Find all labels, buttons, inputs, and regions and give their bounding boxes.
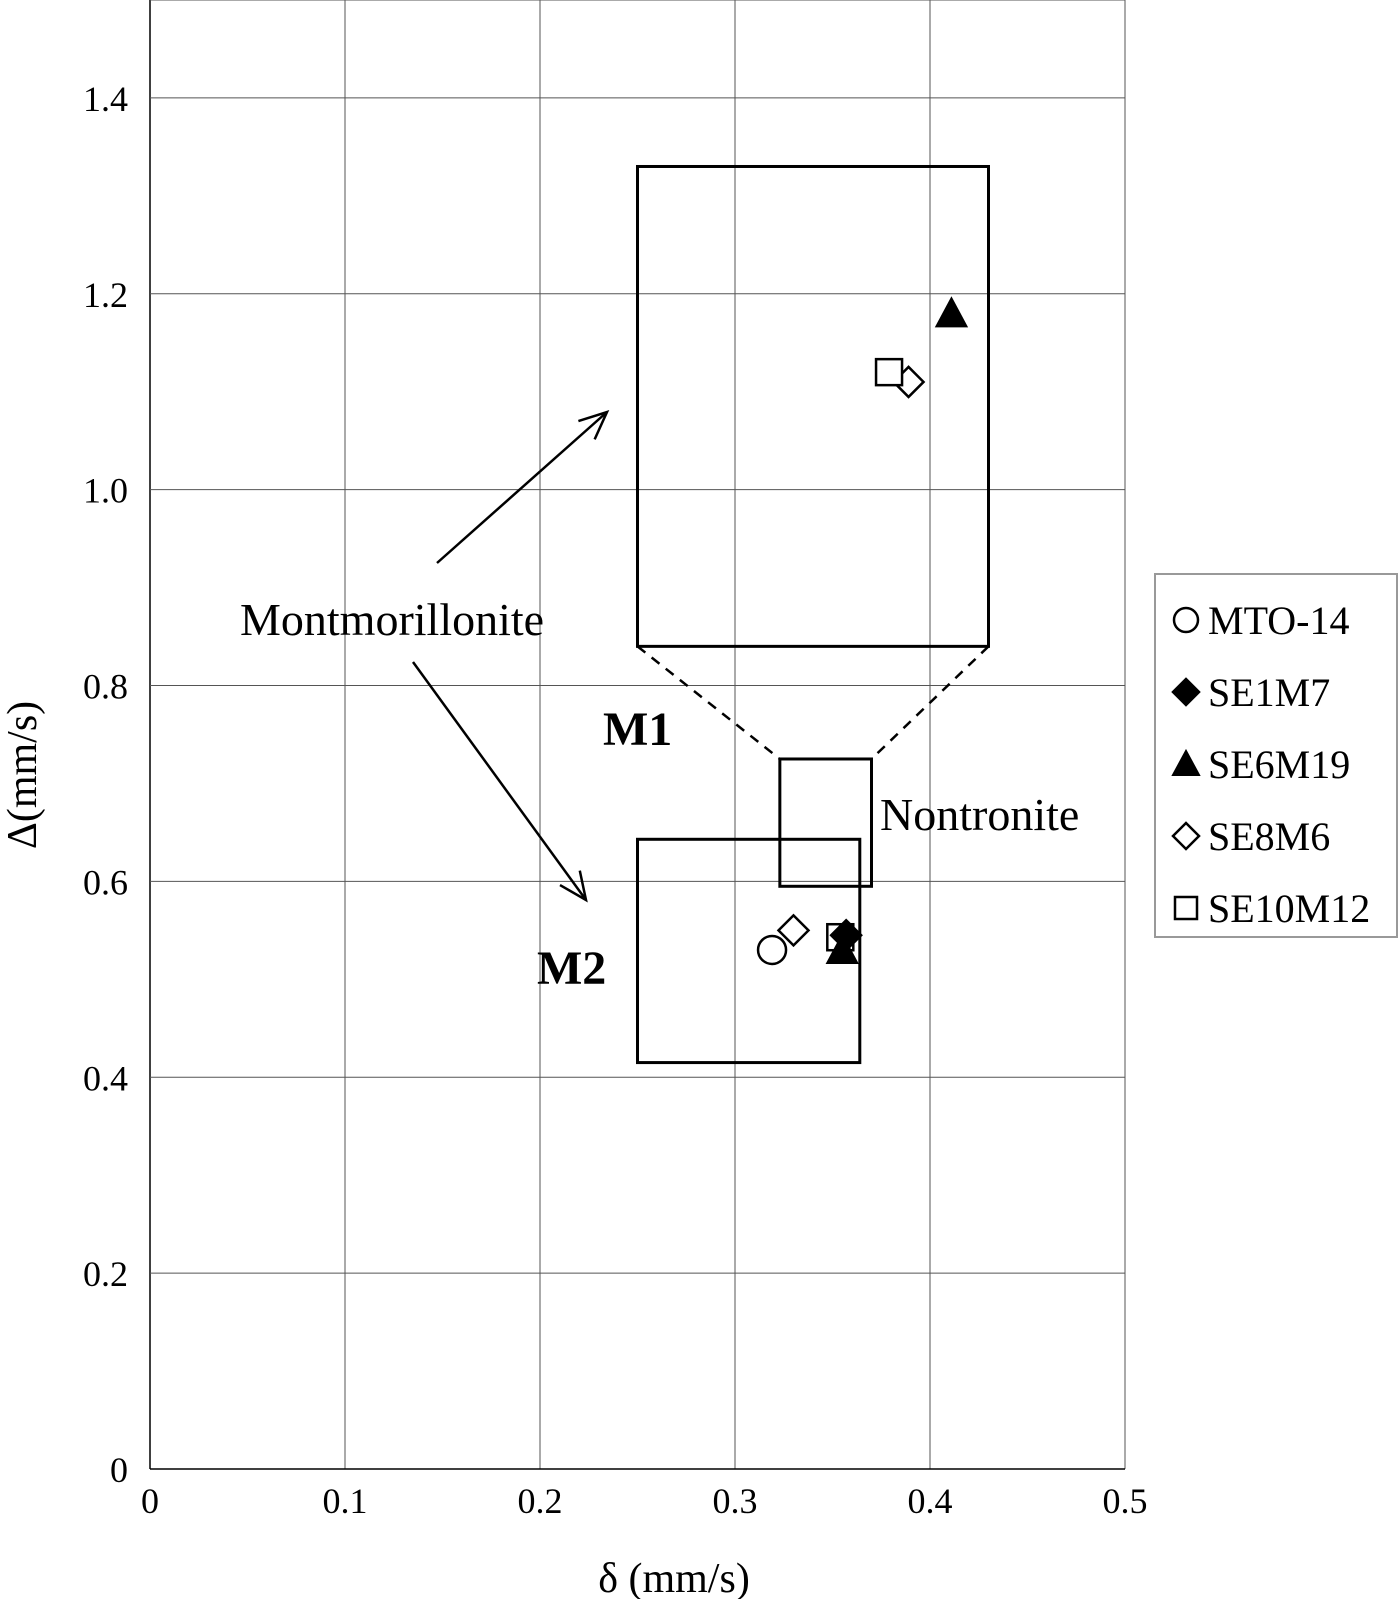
legend-marker-se1m7 [1171, 677, 1201, 707]
data-points [756, 296, 969, 966]
y-tick-label: 0.2 [83, 1254, 128, 1294]
region-boxes [636, 164, 990, 1065]
x-axis-label: δ (mm/s) [598, 1556, 750, 1599]
montmorillonite-label: Montmorillonite [240, 594, 544, 645]
legend: MTO-14 SE1M7 SE6M19 SE8M6 SE10M12 [1154, 573, 1398, 938]
x-tick-label: 0.5 [1103, 1481, 1148, 1521]
arrow-to-m2 [411, 661, 588, 901]
legend-label: MTO-14 [1208, 598, 1349, 643]
y-tick-label: 0.8 [83, 667, 128, 707]
m2-label: M2 [537, 942, 606, 995]
y-axis-label: Δ(mm/s) [0, 701, 46, 849]
legend-label: SE8M6 [1208, 814, 1330, 859]
nontronite-label: Nontronite [880, 789, 1079, 840]
x-tick-label: 0.1 [323, 1481, 368, 1521]
x-tick-label: 0.3 [713, 1481, 758, 1521]
arrow-to-m1 [436, 411, 608, 564]
arrow-to-m1-head [578, 409, 610, 440]
x-tick-label: 0.4 [908, 1481, 953, 1521]
point-se8m6 [776, 913, 811, 948]
m1-label: M1 [603, 703, 672, 756]
legend-label: SE1M7 [1208, 670, 1330, 715]
legend-label: SE6M19 [1208, 742, 1350, 787]
y-tick-label: 0 [110, 1450, 128, 1490]
legend-marker-mto-14 [1172, 606, 1200, 634]
annotation-arrows [411, 409, 610, 903]
point-se10m12 [874, 357, 904, 387]
legend-marker-se10m12 [1173, 895, 1199, 921]
point-se1m7 [829, 918, 863, 953]
connector-dashed-right [870, 645, 990, 760]
legend-marker-se8m6 [1171, 821, 1201, 851]
region-box-m2 [636, 837, 862, 1065]
x-tick-label: 0 [141, 1481, 159, 1521]
y-tick-label: 0.4 [83, 1058, 128, 1098]
y-tick-label: 1.0 [83, 471, 128, 511]
x-tick-label: 0.2 [518, 1481, 563, 1521]
y-tick-label: 1.4 [83, 79, 128, 119]
connector-dashed-left [636, 645, 781, 760]
y-tick-label: 0.6 [83, 862, 128, 902]
tick-labels: 0 0.1 0.2 0.3 0.4 0.5 0 0.2 0.4 0.6 0.8 1.0 1.2 1.4 [83, 79, 1148, 1521]
arrow-to-m2-head [559, 870, 588, 903]
legend-label: SE10M12 [1208, 886, 1370, 931]
point-mto-14 [756, 934, 788, 966]
legend-box [1154, 573, 1398, 938]
y-tick-label: 1.2 [83, 275, 128, 315]
point-se6m19 [825, 932, 859, 964]
region-box-nontronite [778, 757, 873, 888]
legend-marker-se6m19 [1171, 748, 1201, 776]
point-se6m19 [934, 296, 969, 328]
region-box-m1 [636, 164, 990, 648]
